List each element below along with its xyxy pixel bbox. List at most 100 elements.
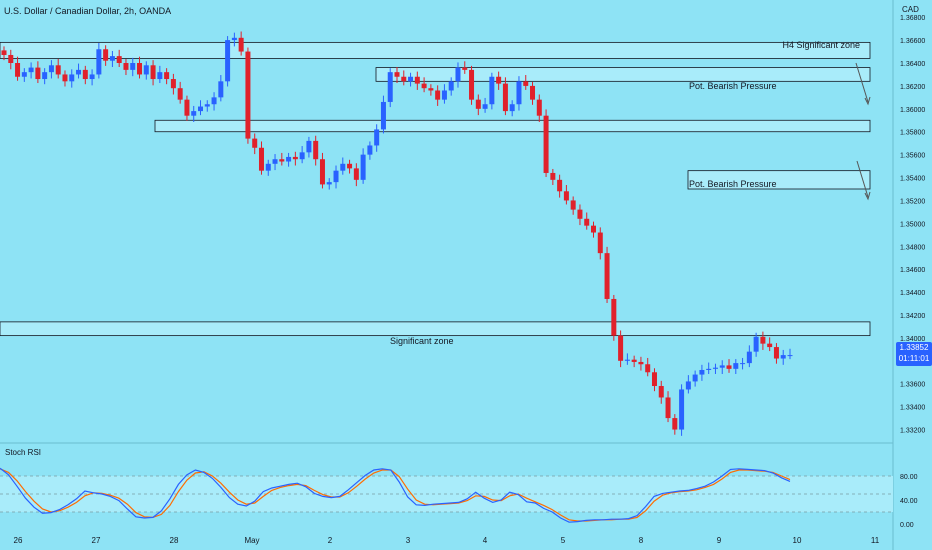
y-tick-label: 1.36800: [900, 15, 925, 22]
candle: [374, 124, 380, 152]
candle: [387, 68, 393, 108]
candle: [1, 46, 7, 61]
candle: [543, 109, 549, 177]
candle: [516, 76, 522, 111]
candle: [15, 56, 21, 81]
y-tick-label: 1.36000: [900, 107, 925, 114]
zone-2: [154, 119, 871, 133]
candle: [55, 58, 61, 79]
candle: [706, 362, 712, 374]
candle: [638, 356, 644, 371]
candle: [130, 57, 136, 77]
candle: [353, 163, 359, 187]
candle: [591, 221, 596, 238]
y-tick-label: 1.33400: [900, 405, 925, 412]
candle: [211, 92, 217, 111]
rsi-tick-label: 0.00: [900, 522, 914, 529]
candle: [347, 159, 353, 174]
candle: [502, 77, 508, 116]
candle: [292, 151, 298, 166]
candle: [482, 97, 488, 113]
candle: [401, 70, 407, 86]
x-tick-label: 3: [406, 536, 411, 545]
candle: [76, 63, 82, 79]
candle: [475, 94, 481, 116]
rsi-label: Stoch RSI: [5, 448, 41, 457]
y-tick-label: 1.35200: [900, 198, 925, 205]
candle: [618, 330, 624, 368]
candle: [692, 370, 698, 387]
candle: [272, 154, 278, 171]
candle: [28, 62, 34, 79]
x-tick-label: May: [244, 536, 259, 545]
zone-1: [375, 67, 871, 82]
candle: [8, 49, 14, 70]
candle: [489, 72, 495, 110]
stoch-k-line: [0, 467, 791, 523]
x-tick-label: 27: [92, 536, 101, 545]
candle: [143, 61, 149, 80]
candle: [62, 70, 68, 87]
candle: [699, 364, 705, 381]
candle: [577, 204, 583, 226]
candle: [103, 45, 109, 66]
candle: [719, 360, 725, 374]
candle: [252, 133, 258, 155]
candle: [231, 32, 237, 47]
arrow-down-icon: [864, 191, 871, 201]
candle: [523, 75, 529, 90]
candle: [428, 84, 434, 96]
candle: [123, 58, 129, 76]
candle: [218, 75, 224, 102]
y-tick-label: 1.33600: [900, 382, 925, 389]
candle: [313, 135, 319, 166]
candle: [753, 332, 759, 357]
zone-label-bearish-2: Pot. Bearish Pressure: [689, 179, 777, 189]
candle: [530, 81, 536, 105]
candle: [204, 100, 210, 112]
candle: [170, 73, 176, 95]
candle: [550, 168, 556, 185]
x-tick-label: 8: [639, 536, 644, 545]
candle: [624, 353, 630, 365]
arrow-down-icon: [855, 62, 869, 103]
candle: [286, 152, 292, 167]
candle: [733, 359, 739, 374]
candle: [184, 95, 190, 121]
candle: [760, 331, 766, 350]
candle: [570, 196, 576, 215]
candle: [679, 384, 685, 436]
candle: [333, 165, 339, 189]
rsi-tick-label: 40.00: [900, 498, 918, 505]
candle: [35, 61, 41, 84]
candle: [245, 47, 251, 144]
y-tick-label: 1.34000: [900, 336, 925, 343]
zone-label-bearish-1: Pot. Bearish Pressure: [689, 81, 777, 91]
x-tick-label: 26: [14, 536, 23, 545]
y-tick-label: 1.34800: [900, 244, 925, 251]
stoch-d-line: [0, 468, 791, 522]
zones: [0, 41, 871, 337]
candle: [611, 294, 617, 341]
y-tick-label: 1.35600: [900, 153, 925, 160]
candle: [380, 95, 386, 134]
candle: [584, 212, 590, 230]
y-tick-label: 1.34600: [900, 267, 925, 274]
candle: [258, 141, 264, 175]
y-tick-label: 1.36600: [900, 38, 925, 45]
y-tick-label: 1.33200: [900, 428, 925, 435]
candle: [137, 56, 143, 79]
candle: [746, 345, 752, 368]
candle: [645, 357, 651, 377]
candle: [780, 349, 786, 365]
candle: [198, 100, 203, 116]
candle: [326, 178, 332, 190]
candle: [306, 136, 312, 158]
candle: [48, 60, 54, 79]
candle: [496, 71, 502, 90]
candle: [712, 363, 718, 374]
rsi-tick-label: 80.00: [900, 474, 918, 481]
candle: [150, 60, 156, 86]
price-axis: 1.36800 1.36600 1.36400 1.36200 1.36000 1.358…: [900, 15, 925, 434]
